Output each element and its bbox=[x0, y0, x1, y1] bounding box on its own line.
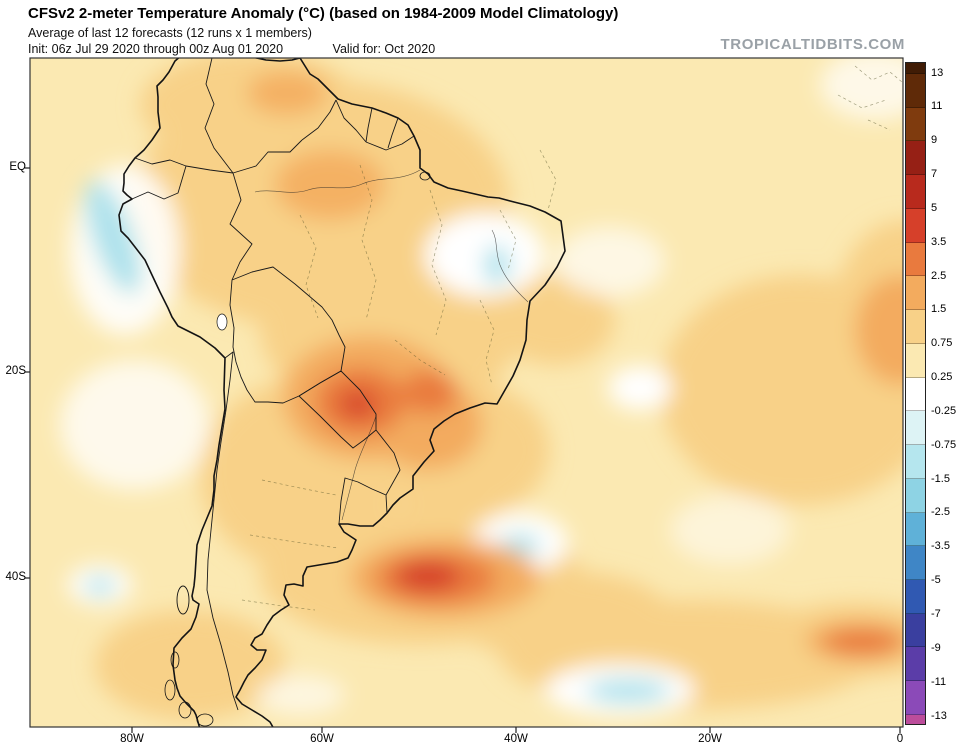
valid-text: Valid for: Oct 2020 bbox=[332, 42, 436, 56]
anomaly-blob bbox=[85, 180, 141, 294]
chart-subtitle: Average of last 12 forecasts (12 runs x … bbox=[28, 26, 312, 40]
chiloe-island bbox=[176, 585, 190, 615]
colorbar-cell bbox=[906, 107, 925, 142]
anomaly-blob bbox=[820, 58, 903, 120]
rivers bbox=[254, 169, 529, 521]
x-axis-label: 0 bbox=[896, 733, 904, 745]
y-axis-label: EQ bbox=[9, 161, 26, 173]
anomaly-blob bbox=[402, 370, 458, 414]
anomaly-blob bbox=[340, 391, 376, 417]
colorbar-cell bbox=[906, 445, 925, 479]
anomaly-blob bbox=[670, 495, 790, 565]
colorbar-tick-label: 13 bbox=[931, 66, 944, 79]
chart-title: CFSv2 2-meter Temperature Anomaly (°C) (… bbox=[28, 5, 619, 22]
anomaly-blob bbox=[425, 213, 545, 297]
anomaly-blob bbox=[608, 366, 672, 410]
anomaly-blob bbox=[484, 245, 510, 285]
coastline-path bbox=[118, 58, 566, 727]
colorbar-cell bbox=[906, 73, 925, 108]
colorbar-tick-label: 0.25 bbox=[931, 371, 953, 384]
colorbar-tick-label: 9 bbox=[931, 134, 938, 147]
anomaly-blob bbox=[85, 577, 115, 595]
axis-ticks bbox=[25, 167, 901, 733]
lakes-islands bbox=[164, 171, 431, 727]
colorbar-tick-label: 5 bbox=[931, 201, 938, 214]
colorbar-cell bbox=[906, 208, 925, 243]
anomaly-blob bbox=[255, 675, 345, 715]
geography-layer bbox=[118, 58, 903, 727]
colorbar-tick-label: -0.25 bbox=[931, 404, 957, 417]
y-axis-label: 20S bbox=[5, 365, 26, 377]
y-axis-label: 40S bbox=[5, 571, 26, 583]
marajo-island bbox=[419, 171, 431, 181]
anomaly-blob bbox=[396, 561, 460, 591]
colorbar-tick-label: -9 bbox=[931, 641, 941, 654]
anomaly-blob-layer bbox=[60, 58, 903, 720]
anomaly-blob bbox=[586, 679, 670, 703]
colorbar-cell bbox=[906, 512, 925, 547]
colorbar-cell bbox=[906, 478, 925, 513]
anomaly-blob bbox=[247, 71, 327, 115]
fjord-islet bbox=[164, 679, 176, 701]
colorbar-cell bbox=[906, 613, 925, 648]
colorbar-cell bbox=[906, 343, 925, 378]
colorbar-tick-label: -5 bbox=[931, 574, 941, 587]
map-frame bbox=[29, 57, 904, 728]
init-valid-line: Init: 06z Jul 29 2020 through 00z Aug 01… bbox=[28, 42, 435, 56]
colorbar-tick-label: -0.75 bbox=[931, 438, 957, 451]
colorbar-tick-label: -2.5 bbox=[931, 506, 950, 519]
colorbar-tick-label: -13 bbox=[931, 709, 947, 722]
init-text: Init: 06z Jul 29 2020 through 00z Aug 01… bbox=[28, 42, 284, 56]
anomaly-blob bbox=[555, 227, 665, 297]
anomaly-blob bbox=[95, 610, 285, 720]
colorbar-tick-label: -1.5 bbox=[931, 472, 950, 485]
site-watermark: TROPICALTIDBITS.COM bbox=[720, 36, 905, 53]
colorbar-tick-label: -11 bbox=[931, 675, 947, 688]
colorbar-tick-label: -7 bbox=[931, 607, 941, 620]
country-borders bbox=[131, 58, 415, 711]
colorbar-cell bbox=[906, 714, 925, 724]
x-axis-label: 60W bbox=[310, 733, 334, 745]
tierra-del-fuego-islet bbox=[196, 713, 214, 727]
x-axis-label: 40W bbox=[504, 733, 528, 745]
colorbar-cell bbox=[906, 310, 925, 344]
fjord-islet bbox=[178, 701, 192, 719]
x-axis-label: 80W bbox=[120, 733, 144, 745]
colorbar-cell bbox=[906, 411, 925, 446]
colorbar bbox=[905, 62, 926, 725]
colorbar-cell bbox=[906, 276, 925, 311]
anomaly-blob bbox=[824, 629, 900, 655]
colorbar-cell bbox=[906, 681, 925, 715]
colorbar-tick-label: 3.5 bbox=[931, 235, 947, 248]
x-axis-label: 20W bbox=[698, 733, 722, 745]
anomaly-blob bbox=[140, 58, 360, 160]
colorbar-cell bbox=[906, 63, 925, 74]
colorbar-cell bbox=[906, 377, 925, 412]
colorbar-cell bbox=[906, 242, 925, 277]
colorbar-cell bbox=[906, 175, 925, 209]
anomaly-blob bbox=[60, 360, 210, 490]
colorbar-tick-label: 0.75 bbox=[931, 337, 953, 350]
colorbar-tick-label: -3.5 bbox=[931, 540, 950, 553]
lake-titicaca bbox=[216, 313, 228, 331]
colorbar-tick-label: 2.5 bbox=[931, 269, 947, 282]
anomaly-blob bbox=[275, 150, 385, 220]
colorbar-cell bbox=[906, 647, 925, 682]
colorbar-cell bbox=[906, 546, 925, 580]
colorbar-cell bbox=[906, 579, 925, 614]
colorbar-cell bbox=[906, 141, 925, 176]
colorbar-tick-label: 7 bbox=[931, 168, 938, 181]
anomaly-blob bbox=[855, 275, 903, 385]
state-borders-dashed bbox=[241, 65, 903, 611]
colorbar-tick-label: 11 bbox=[931, 100, 943, 113]
fjord-islet bbox=[170, 651, 180, 669]
colorbar-tick-label: 1.5 bbox=[931, 303, 947, 316]
